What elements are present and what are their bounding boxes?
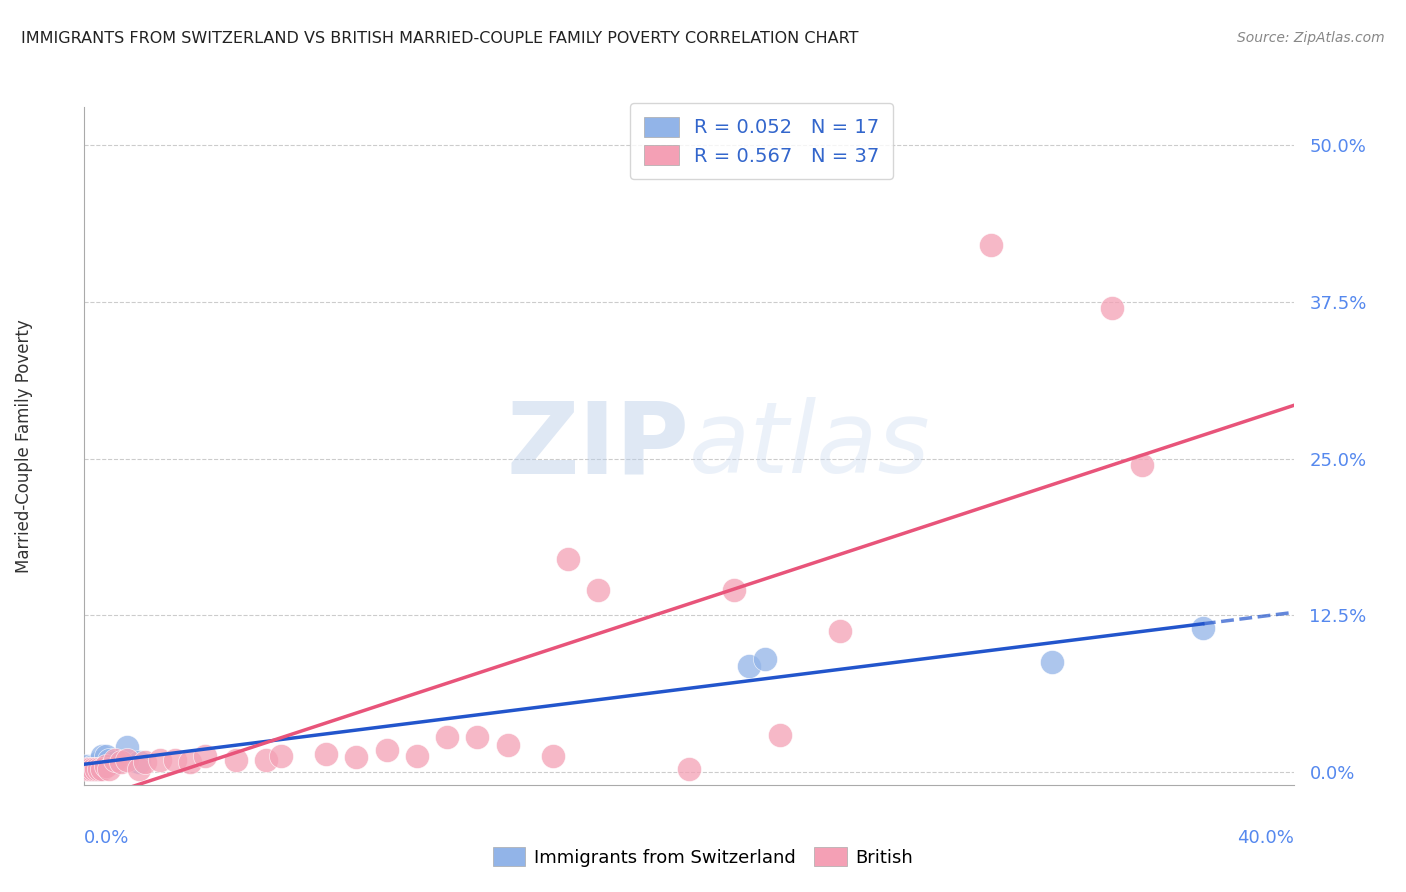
Point — [82, 762, 104, 776]
Point — [79, 762, 101, 776]
Point — [104, 753, 127, 767]
Point — [94, 759, 117, 773]
Point — [86, 762, 108, 776]
Point — [754, 652, 776, 666]
Point — [406, 749, 429, 764]
Point — [115, 740, 138, 755]
Point — [315, 747, 337, 761]
Point — [79, 762, 101, 776]
Point — [91, 762, 114, 776]
Point — [588, 583, 610, 598]
Point — [225, 753, 247, 767]
Point — [115, 753, 138, 767]
Point — [128, 756, 150, 770]
Point — [541, 749, 564, 764]
Text: 40.0%: 40.0% — [1237, 829, 1294, 847]
Point — [97, 762, 120, 776]
Point — [254, 753, 277, 767]
Point — [110, 756, 132, 770]
Point — [76, 759, 98, 773]
Point — [104, 756, 127, 770]
Point — [179, 756, 201, 770]
Point — [557, 552, 579, 566]
Point — [134, 756, 156, 770]
Point — [496, 738, 519, 752]
Point — [76, 762, 98, 776]
Text: 0.0%: 0.0% — [84, 829, 129, 847]
Point — [89, 762, 111, 776]
Point — [738, 658, 761, 673]
Point — [89, 756, 111, 770]
Point — [97, 753, 120, 767]
Point — [91, 749, 114, 764]
Text: ZIP: ZIP — [506, 398, 689, 494]
Point — [86, 762, 108, 776]
Point — [194, 749, 217, 764]
Point — [94, 749, 117, 764]
Point — [830, 624, 852, 638]
Point — [467, 731, 489, 745]
Point — [1101, 301, 1123, 315]
Point — [375, 743, 398, 757]
Point — [82, 762, 104, 776]
Legend: R = 0.052   N = 17, R = 0.567   N = 37: R = 0.052 N = 17, R = 0.567 N = 37 — [630, 103, 893, 179]
Legend: Immigrants from Switzerland, British: Immigrants from Switzerland, British — [485, 840, 921, 874]
Text: Married-Couple Family Poverty: Married-Couple Family Poverty — [15, 319, 32, 573]
Point — [128, 762, 150, 776]
Point — [980, 238, 1002, 252]
Point — [1130, 458, 1153, 472]
Point — [89, 762, 111, 776]
Point — [82, 759, 104, 773]
Point — [436, 731, 458, 745]
Point — [769, 728, 792, 742]
Point — [1192, 621, 1215, 635]
Text: IMMIGRANTS FROM SWITZERLAND VS BRITISH MARRIED-COUPLE FAMILY POVERTY CORRELATION: IMMIGRANTS FROM SWITZERLAND VS BRITISH M… — [21, 31, 859, 46]
Point — [346, 750, 368, 764]
Point — [165, 753, 187, 767]
Text: Source: ZipAtlas.com: Source: ZipAtlas.com — [1237, 31, 1385, 45]
Point — [149, 753, 172, 767]
Point — [678, 762, 700, 776]
Point — [723, 583, 745, 598]
Text: atlas: atlas — [689, 398, 931, 494]
Point — [270, 749, 292, 764]
Point — [1040, 655, 1063, 669]
